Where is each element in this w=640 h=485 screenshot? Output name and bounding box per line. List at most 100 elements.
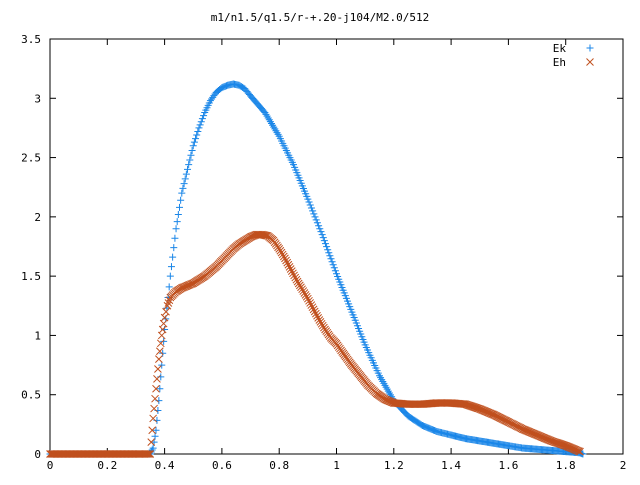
legend-label-ek: Ek bbox=[553, 42, 567, 55]
data-point-ek bbox=[307, 204, 315, 212]
data-point-eh bbox=[150, 404, 158, 413]
data-point-ek bbox=[180, 180, 188, 188]
data-point-eh bbox=[315, 316, 324, 324]
data-point-eh bbox=[153, 375, 161, 383]
data-point-ek bbox=[184, 165, 192, 173]
data-point-ek bbox=[181, 175, 189, 183]
x-tick-label: 1.8 bbox=[556, 459, 576, 472]
data-point-ek bbox=[263, 112, 271, 120]
data-point-eh bbox=[155, 355, 163, 363]
data-point-ek bbox=[186, 156, 194, 164]
legend-marker-eh bbox=[586, 58, 594, 66]
data-point-eh bbox=[293, 277, 302, 286]
legend-item-ek: Ek bbox=[553, 42, 594, 55]
data-point-eh bbox=[301, 291, 310, 299]
data-point-eh bbox=[144, 450, 152, 458]
data-point-ek bbox=[167, 263, 175, 271]
data-point-ek bbox=[325, 249, 333, 257]
data-point-eh bbox=[292, 275, 301, 284]
data-point-eh bbox=[155, 347, 164, 356]
x-axis: 0 0.2 0.4 0.6 0.8 1 1.2 1.4 1.6 1.8 2 bbox=[47, 39, 627, 472]
data-point-eh bbox=[289, 269, 297, 278]
data-point-eh bbox=[164, 299, 173, 307]
data-point-ek bbox=[329, 261, 337, 269]
data-point-ek bbox=[272, 127, 280, 135]
data-point-ek bbox=[305, 198, 313, 206]
data-point-ek bbox=[315, 222, 323, 230]
data-point-ek bbox=[331, 267, 339, 275]
data-point-eh bbox=[298, 285, 306, 294]
data-point-eh bbox=[154, 365, 162, 373]
data-point-ek bbox=[328, 258, 336, 266]
data-point-ek bbox=[190, 138, 198, 146]
data-point-eh bbox=[295, 281, 304, 290]
data-point-ek bbox=[193, 131, 201, 139]
data-point-ek bbox=[269, 121, 277, 129]
y-tick-label: 2 bbox=[34, 211, 41, 224]
data-point-eh bbox=[299, 287, 308, 295]
data-point-ek bbox=[175, 203, 183, 211]
data-point-eh bbox=[152, 384, 160, 393]
data-point-eh bbox=[309, 305, 318, 314]
data-point-eh bbox=[294, 279, 303, 288]
data-point-ek bbox=[192, 135, 200, 143]
data-point-eh bbox=[278, 250, 287, 259]
data-point-ek bbox=[189, 142, 197, 150]
x-tick-label: 1 bbox=[333, 459, 340, 472]
data-point-ek bbox=[327, 255, 335, 263]
data-point-ek bbox=[152, 426, 160, 434]
legend: Ek Eh bbox=[553, 42, 594, 69]
data-point-ek bbox=[330, 264, 338, 272]
data-point-eh bbox=[313, 311, 321, 320]
data-point-ek bbox=[311, 213, 319, 221]
x-tick-label: 0.8 bbox=[269, 459, 289, 472]
x-tick-label: 1.4 bbox=[441, 459, 461, 472]
data-point-ek bbox=[198, 115, 206, 123]
data-point-ek bbox=[188, 146, 196, 154]
data-point-ek bbox=[178, 189, 186, 197]
y-tick-label: 0.5 bbox=[21, 389, 41, 402]
data-point-eh bbox=[320, 323, 328, 332]
data-point-ek bbox=[195, 124, 203, 132]
data-point-ek bbox=[171, 234, 179, 242]
legend-marker-ek bbox=[586, 44, 594, 52]
data-point-eh bbox=[262, 231, 271, 240]
y-axis: 0 0.5 1 1.5 2 2.5 3 3.5 bbox=[21, 33, 623, 461]
data-point-eh bbox=[284, 260, 293, 269]
legend-symbol-ek bbox=[586, 44, 594, 52]
data-point-ek bbox=[185, 161, 193, 169]
data-point-eh bbox=[576, 447, 584, 456]
data-point-ek bbox=[149, 444, 157, 452]
data-point-ek bbox=[182, 170, 190, 178]
data-point-ek bbox=[326, 252, 334, 260]
data-point-ek bbox=[316, 225, 324, 233]
data-point-eh bbox=[276, 246, 285, 255]
data-point-eh bbox=[148, 426, 157, 435]
data-point-ek bbox=[172, 225, 180, 233]
data-point-ek bbox=[270, 123, 278, 131]
data-point-eh bbox=[151, 394, 159, 403]
data-point-ek bbox=[174, 210, 182, 218]
x-tick-label: 0.6 bbox=[212, 459, 232, 472]
data-point-eh bbox=[286, 265, 295, 273]
data-point-ek bbox=[267, 119, 275, 127]
data-point-eh bbox=[314, 314, 323, 322]
data-point-ek bbox=[271, 125, 279, 133]
data-point-ek bbox=[324, 246, 332, 254]
data-point-eh bbox=[312, 309, 320, 318]
data-point-ek bbox=[151, 432, 159, 440]
data-point-ek bbox=[317, 228, 325, 236]
x-tick-label: 0 bbox=[47, 459, 54, 472]
data-point-eh bbox=[281, 254, 289, 263]
data-point-eh bbox=[145, 450, 153, 458]
data-point-ek bbox=[177, 196, 185, 204]
data-point-eh bbox=[162, 307, 170, 316]
data-point-eh bbox=[156, 339, 165, 348]
series-ek bbox=[46, 80, 587, 458]
data-point-eh bbox=[291, 273, 300, 282]
data-point-eh bbox=[165, 296, 174, 305]
data-point-eh bbox=[283, 258, 292, 267]
data-point-eh bbox=[142, 450, 151, 458]
legend-item-eh: Eh bbox=[553, 56, 594, 69]
x-tick-label: 2 bbox=[620, 459, 627, 472]
